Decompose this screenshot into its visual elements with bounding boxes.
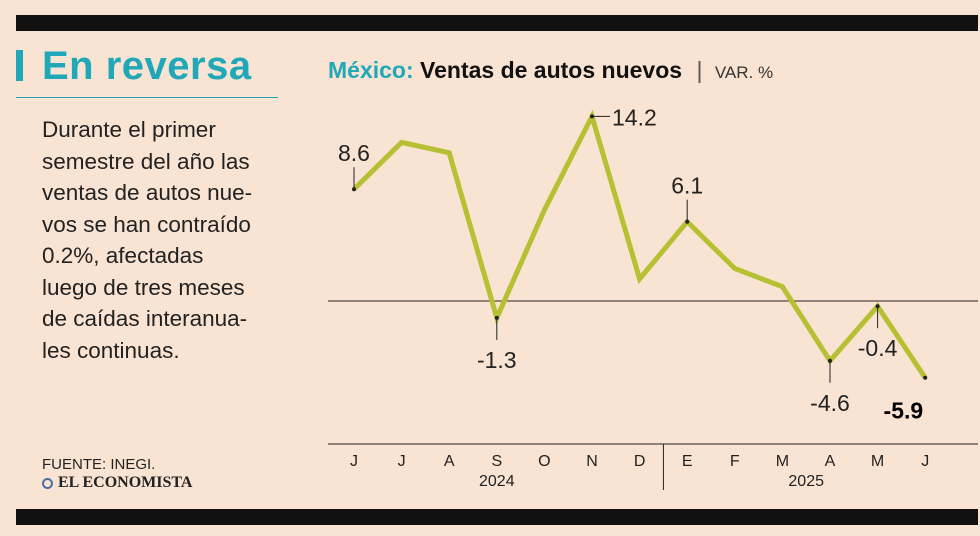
data-label: -5.9 xyxy=(884,398,924,424)
body-line: vos se han contraído xyxy=(42,211,251,237)
x-tick-label: D xyxy=(634,453,646,470)
body-line: 0.2%, afectadas xyxy=(42,243,204,268)
headline-rule xyxy=(16,97,278,98)
data-label: 14.2 xyxy=(612,104,657,130)
data-label: -4.6 xyxy=(810,390,850,416)
chart-title: México: Ventas de autos nuevos | VAR. % xyxy=(328,57,773,84)
data-point xyxy=(923,375,928,380)
chart-title-separator: | xyxy=(696,57,703,83)
chart-title-country: México: xyxy=(328,57,414,83)
headline: En reversa xyxy=(42,44,252,88)
body-line: ventas de autos nue- xyxy=(42,180,253,205)
data-label: -0.4 xyxy=(858,335,898,361)
x-tick-label: A xyxy=(444,453,455,470)
x-tick-label: O xyxy=(538,453,550,470)
data-point xyxy=(685,219,690,224)
x-tick-label: M xyxy=(871,453,884,470)
brand-icon xyxy=(42,477,53,489)
year-label: 2024 xyxy=(479,473,515,490)
body-line: luego de tres meses xyxy=(42,274,245,300)
x-tick-label: A xyxy=(825,453,836,470)
x-tick-label: S xyxy=(491,453,502,470)
body-text: Durante el primer semestre del año las v… xyxy=(42,114,282,366)
x-tick-label: M xyxy=(776,453,789,470)
x-tick-label: J xyxy=(398,453,406,470)
headline-accent xyxy=(16,50,23,81)
data-point xyxy=(875,304,880,309)
source-note: FUENTE: INEGI. xyxy=(42,456,156,473)
brand-name: EL ECONOMISTA xyxy=(58,474,193,491)
x-tick-label: J xyxy=(350,453,358,470)
chart-title-metric: Ventas de autos nuevos xyxy=(420,57,683,83)
data-label: -1.3 xyxy=(477,347,517,373)
body-line: de caídas interanua- xyxy=(42,306,248,331)
x-tick-label: E xyxy=(682,453,693,470)
body-line: Durante el primer xyxy=(42,117,216,142)
brand-logo: EL ECONOMISTA xyxy=(42,474,192,492)
chart-title-unit: VAR. % xyxy=(714,63,774,82)
body-line: les continuas. xyxy=(42,337,180,363)
top-bar xyxy=(16,15,978,31)
data-label: 6.1 xyxy=(671,173,703,199)
data-point xyxy=(494,315,499,320)
x-tick-label: F xyxy=(730,453,740,470)
bottom-bar xyxy=(16,509,978,525)
body-line: semestre del año las xyxy=(42,148,250,174)
data-label: 8.6 xyxy=(338,140,370,166)
x-tick-label: N xyxy=(586,453,598,470)
data-point xyxy=(828,358,832,363)
series-line xyxy=(352,109,928,380)
x-tick-label: J xyxy=(921,453,929,470)
year-label: 2025 xyxy=(788,473,824,490)
data-point xyxy=(352,187,356,192)
data-point xyxy=(590,114,594,119)
